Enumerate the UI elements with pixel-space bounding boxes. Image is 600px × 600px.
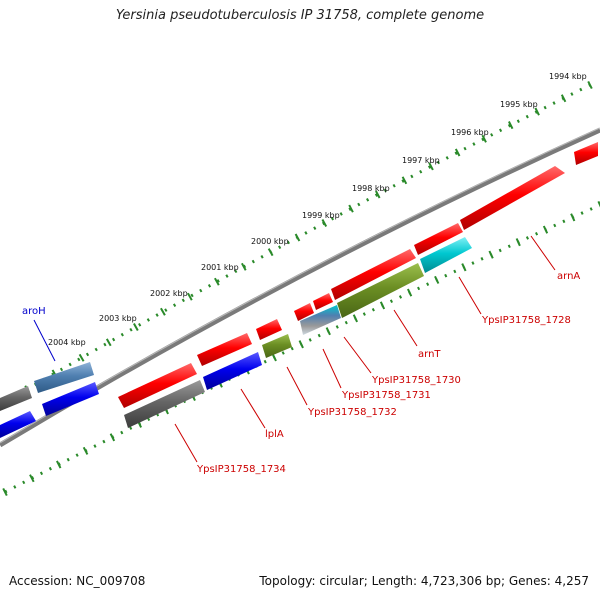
scale-tick [294,233,301,242]
scale-tick [379,301,386,310]
gene-label[interactable]: arnA [557,271,580,282]
scale-label: 1997 kbp [402,156,440,165]
gene-feature[interactable] [574,142,598,165]
scale-tick [2,487,8,497]
scale-tick [214,277,220,286]
gene-feature-arnT-region[interactable] [331,249,416,300]
scale-tick [187,292,193,301]
scale-tick [515,238,521,247]
scale-tick [241,262,247,271]
scale-tick [348,204,354,213]
scale-tick [534,107,540,116]
gene-feature[interactable] [313,293,333,310]
scale-tick [461,263,467,272]
scale-tick [82,446,89,455]
gene-feature-arnT[interactable] [337,263,424,318]
scale-tick [352,314,359,323]
scale-track-inner [4,203,600,494]
accession-text: Accession: NC_009708 [9,574,146,588]
scale-label: 2001 kbp [201,263,239,272]
gene-feature-aroH-neighbor[interactable] [42,382,99,416]
gene-label[interactable]: YpsIP31758_1730 [371,375,461,386]
gene-feature[interactable] [294,303,314,321]
scale-label: 1994 kbp [549,72,587,81]
gene-label[interactable]: YpsIP31758_1734 [196,464,286,475]
scale-tick [109,433,116,442]
scale-tick [488,250,494,259]
scale-track-outer [0,83,591,407]
gene-label[interactable]: arnT [418,349,441,360]
scale-tick [267,248,274,257]
gene-label[interactable]: aroH [22,306,46,317]
forward-strand-features [0,142,598,411]
scale-label: 2000 kbp [251,237,289,246]
gene-label-leaders [33,235,556,463]
gene-feature[interactable] [256,319,282,340]
scale-tick [321,219,328,227]
genome-summary-text: Topology: circular; Length: 4,723,306 bp… [259,574,589,588]
gene-feature-YpsIP31758_1730[interactable] [300,305,341,335]
scale-label: 1999 kbp [302,211,340,220]
gene-label[interactable]: YpsIP31758_1732 [307,407,397,418]
gene-labels: arnA YpsIP31758_1728 arnT YpsIP31758_173… [22,271,580,475]
scale-label: 2004 kbp [48,338,86,347]
scale-tick [434,275,440,284]
scale-label: 2003 kbp [99,314,137,323]
gene-feature[interactable] [0,411,36,438]
map-title: Yersinia pseudotuberculosis IP 31758, co… [115,8,485,23]
reverse-strand-features [0,237,472,438]
scale-tick [105,338,112,347]
scale-tick [298,340,304,349]
scale-tick [375,190,381,199]
scale-tick [508,121,514,130]
scale-label: 1995 kbp [500,100,538,109]
scale-tick [481,134,487,143]
scale-inner-ticks [2,200,600,497]
gene-feature-YpsIP31758_1734[interactable] [124,380,205,428]
scale-tick [325,327,331,336]
scale-tick [570,213,576,222]
scale-label: 1996 kbp [451,128,489,137]
scale-tick [428,162,434,171]
scale-tick [560,94,567,103]
gene-label[interactable]: YpsIP31758_1731 [341,390,431,401]
gene-feature[interactable] [0,386,32,411]
scale-tick [401,176,408,185]
gene-feature-lplA[interactable] [203,352,262,390]
scale-tick [587,80,593,90]
scale-label: 2002 kbp [150,289,188,298]
scale-labels: 1994 kbp 1995 kbp 1996 kbp 1997 kbp 1998… [48,72,587,347]
gene-feature-YpsIP31758_1728[interactable] [420,237,472,273]
gene-feature[interactable] [197,333,252,366]
scale-tick [29,474,35,483]
gene-feature-aroH[interactable] [34,362,94,393]
scale-tick [160,307,166,316]
scale-tick [56,460,62,469]
gene-feature[interactable] [414,223,463,255]
scale-tick [133,323,139,331]
scale-tick [406,288,413,297]
gene-label[interactable]: YpsIP31758_1728 [481,315,571,326]
scale-major-ticks [0,80,593,409]
scale-label: 1998 kbp [352,184,390,193]
gene-feature-YpsIP31758_1732[interactable] [262,334,292,358]
scale-tick [454,148,461,157]
gene-label[interactable]: lplA [265,429,284,440]
gene-feature[interactable] [118,363,197,408]
gene-feature-arnA[interactable] [460,166,565,230]
scale-tick [542,225,549,234]
genome-backbone [0,127,600,448]
scale-tick [78,353,85,362]
scale-tick [597,200,600,208]
